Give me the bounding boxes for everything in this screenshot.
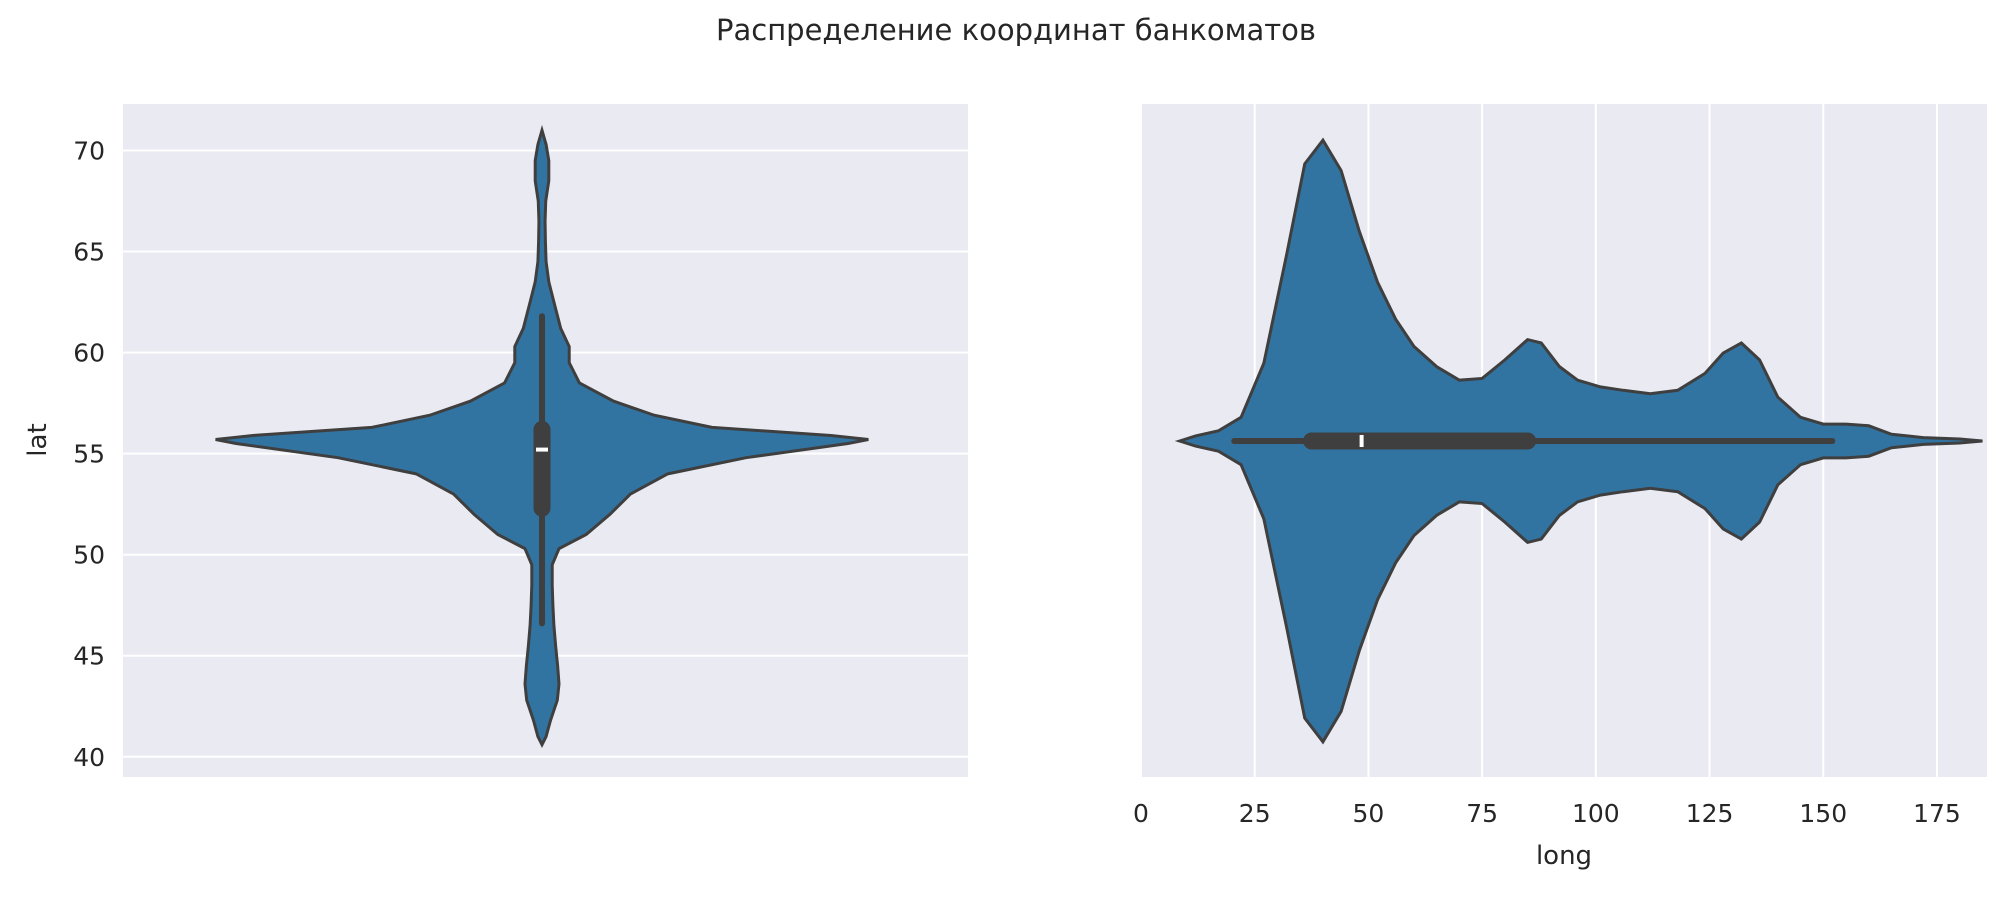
lat-tick-label: 60 bbox=[73, 339, 105, 368]
lat-axis-label: lat bbox=[23, 423, 53, 456]
figure-title: Распределение координат банкоматов bbox=[716, 13, 1316, 47]
long-median-marker bbox=[1359, 435, 1364, 447]
long-tick-label: 100 bbox=[1572, 799, 1620, 828]
lat-median-marker bbox=[536, 447, 548, 452]
long-tick-labels: 0 25 50 75 100 125 150 175 bbox=[1133, 799, 1961, 828]
long-tick-label: 75 bbox=[1466, 799, 1498, 828]
lat-violin-plot: 40 45 50 55 60 65 70 lat bbox=[23, 104, 968, 777]
long-tick-label: 150 bbox=[1799, 799, 1847, 828]
lat-tick-label: 65 bbox=[73, 238, 105, 267]
long-violin-plot: 0 25 50 75 100 125 150 175 long bbox=[1133, 104, 1987, 871]
lat-tick-label: 55 bbox=[73, 440, 105, 469]
lat-tick-label: 70 bbox=[73, 136, 105, 165]
long-tick-label: 25 bbox=[1239, 799, 1271, 828]
lat-tick-label: 40 bbox=[73, 743, 105, 772]
long-tick-label: 0 bbox=[1133, 799, 1149, 828]
lat-tick-label: 50 bbox=[73, 541, 105, 570]
lat-tick-label: 45 bbox=[73, 642, 105, 671]
long-tick-label: 50 bbox=[1353, 799, 1385, 828]
lat-tick-labels: 40 45 50 55 60 65 70 bbox=[73, 136, 105, 771]
long-axis-label: long bbox=[1536, 841, 1592, 871]
long-tick-label: 125 bbox=[1686, 799, 1734, 828]
long-tick-label: 175 bbox=[1913, 799, 1961, 828]
